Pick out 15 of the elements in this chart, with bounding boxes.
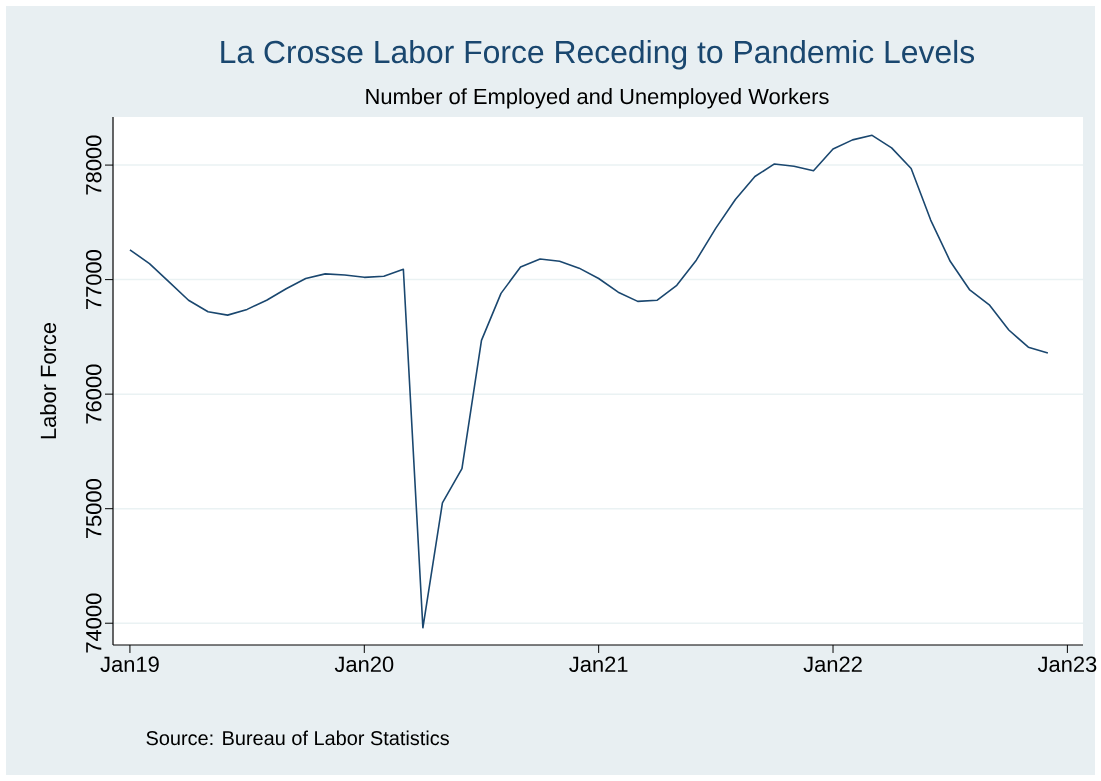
y-tick-label: 76000 <box>85 364 102 424</box>
y-tick-label: 75000 <box>85 479 102 539</box>
y-tick-label: 74000 <box>85 593 102 653</box>
line-series <box>129 134 1049 629</box>
x-tick-label: Jan21 <box>569 656 628 673</box>
x-tick-label: Jan23 <box>1037 656 1097 673</box>
y-axis-title: Labor Force <box>40 322 57 439</box>
x-tick-label: Jan20 <box>334 656 394 673</box>
chart-title: La Crosse Labor Force Receding to Pandemic Levels <box>221 39 975 70</box>
x-tick-label: Jan22 <box>803 656 862 673</box>
x-tick-label: Jan19 <box>100 656 159 673</box>
y-tick-label: 77000 <box>85 250 102 309</box>
chart-subtitle: Number of Employed and Unemployed Workers <box>366 88 829 109</box>
source-note: Source: Bureau of Labor Statistics <box>146 730 449 746</box>
y-tick-label: 78000 <box>85 135 102 195</box>
